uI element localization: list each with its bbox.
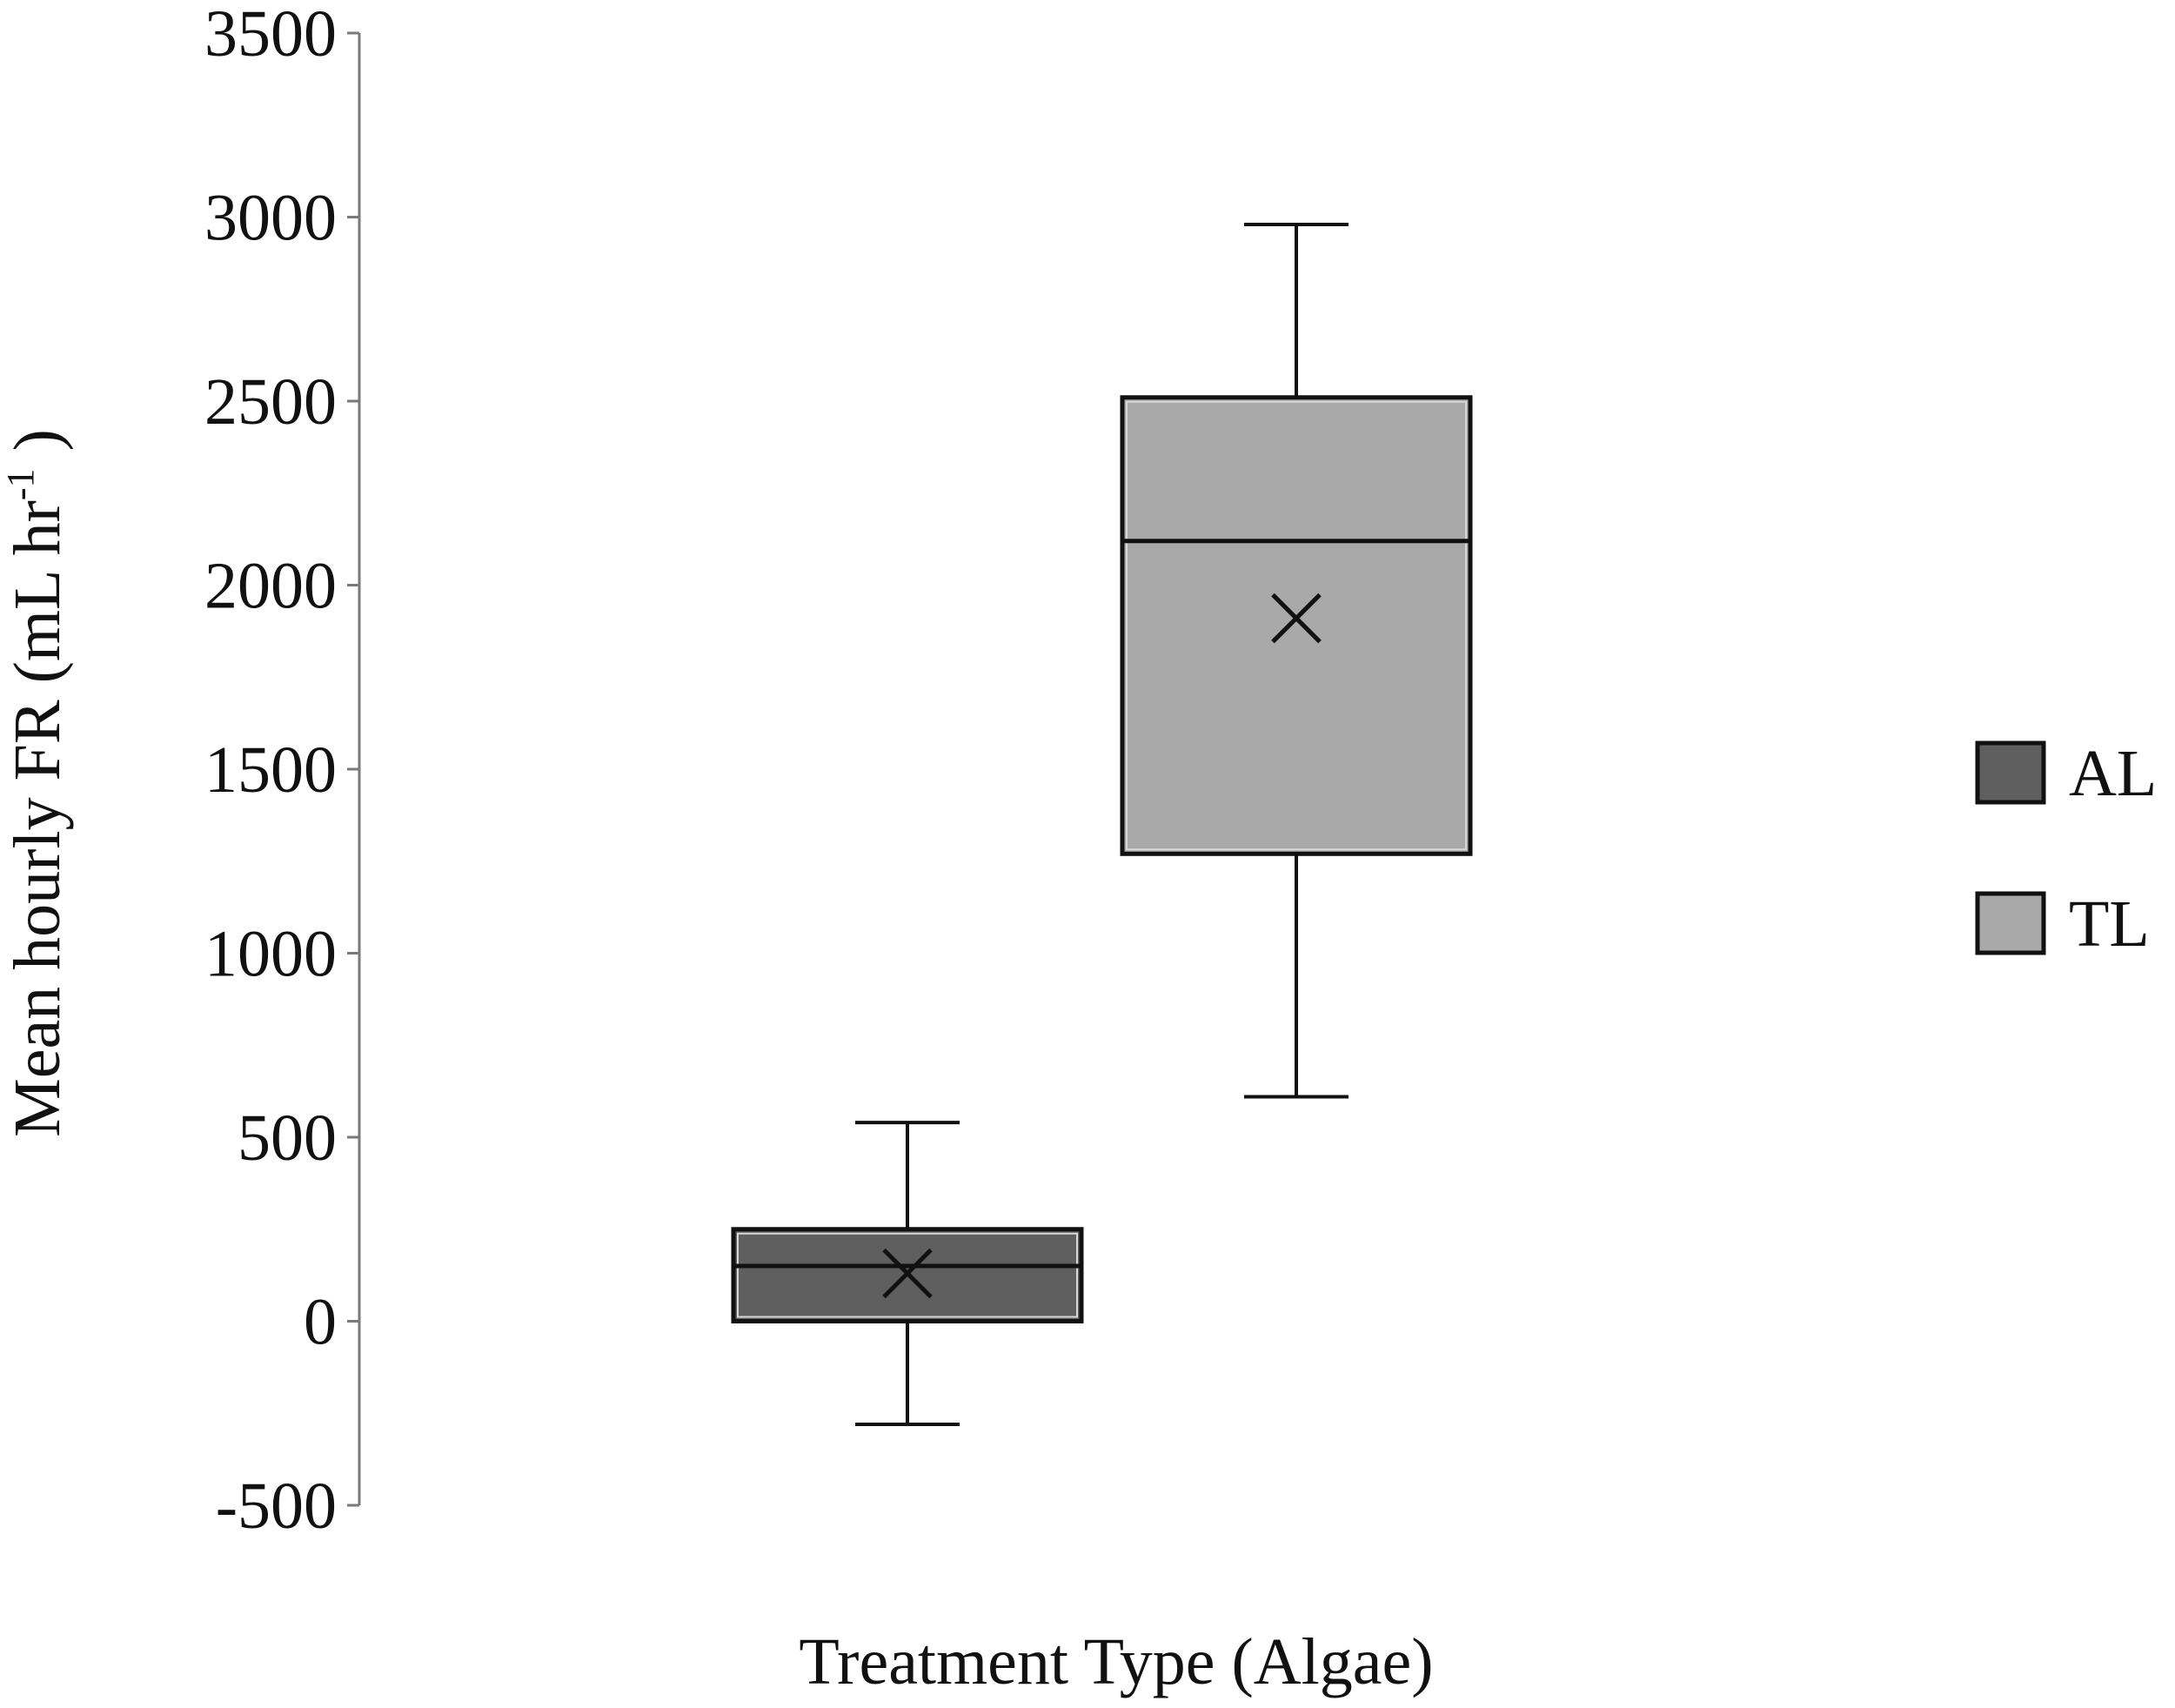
legend-swatch: [1975, 740, 2046, 805]
legend-item-al: AL: [1975, 737, 2157, 810]
y-tick-label: 2000: [204, 550, 337, 623]
y-axis-title: Mean hourly FR (mL hr-1): [0, 429, 74, 1137]
x-axis-title: Treatment Type (Algae): [799, 1625, 1433, 1698]
iqr-box-inner-outline: [1126, 400, 1467, 851]
y-tick-label: 3000: [204, 182, 337, 255]
legend-swatch: [1975, 891, 2046, 955]
mean-marker-stroke: [1271, 593, 1322, 644]
y-axis-title-close: ): [1, 429, 74, 451]
legend: AL TL: [1975, 737, 2157, 961]
legend-label: AL: [2069, 737, 2157, 810]
box-al: [731, 1121, 1084, 1426]
y-axis: -500 0 500 1000 1500 2000 2500 3000 3500: [204, 0, 361, 1543]
legend-item-tl: TL: [1975, 887, 2150, 961]
box-tl: [1120, 222, 1473, 1099]
y-tick-label: 500: [238, 1102, 337, 1175]
y-tick-label: 1500: [204, 733, 337, 807]
y-tick-label: 1000: [204, 918, 337, 991]
y-axis-title-superscript: -1: [0, 468, 42, 500]
y-axis-title-main: Mean hourly FR (mL hr: [1, 500, 74, 1137]
iqr-box-inner-outline: [737, 1232, 1078, 1318]
box-series: [731, 222, 1473, 1426]
iqr-box: [1120, 395, 1473, 856]
mean-marker-stroke: [882, 1248, 933, 1299]
y-tick-label: 2500: [204, 365, 337, 439]
y-tick-label: -500: [216, 1470, 337, 1543]
y-tick-label: 0: [304, 1286, 337, 1359]
legend-label: TL: [2069, 887, 2150, 961]
y-tick-label: 3500: [204, 0, 337, 70]
